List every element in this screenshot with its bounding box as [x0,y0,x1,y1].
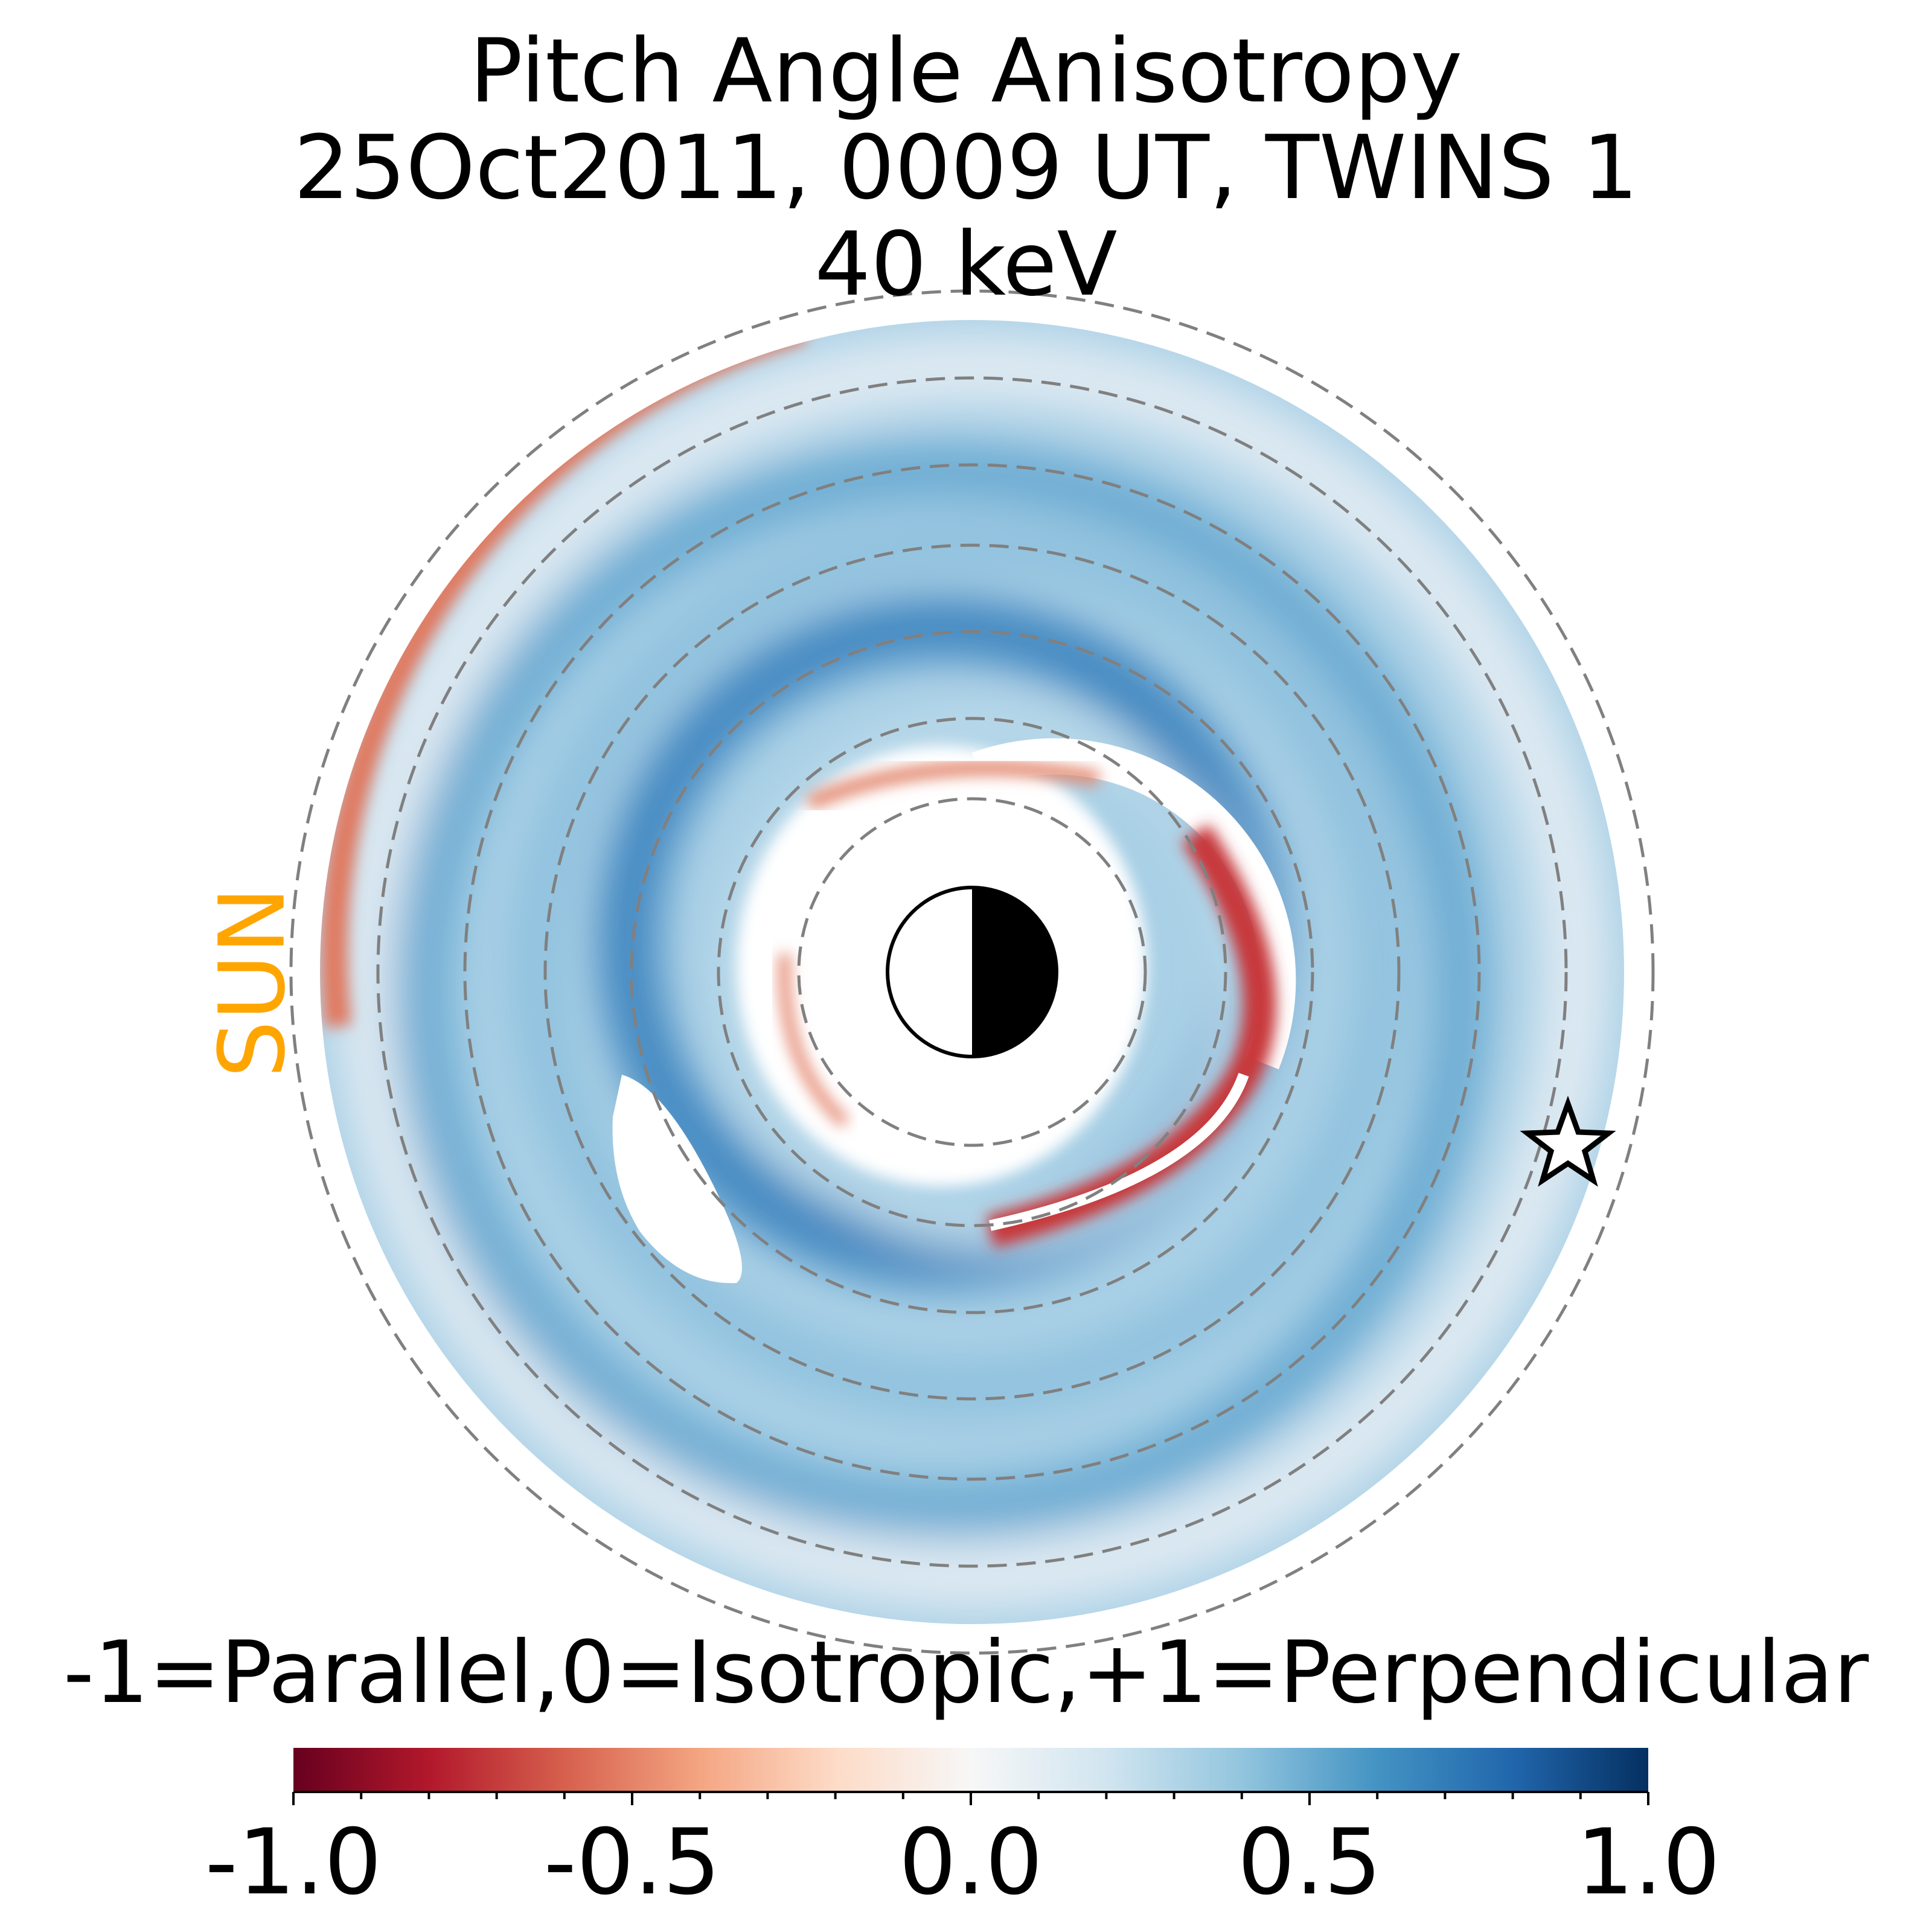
grid-circles [289,289,1655,1655]
spacecraft-star-icon [1520,1095,1616,1187]
title-line-2: 25Oct2011, 0009 UT, TWINS 1 [293,117,1639,219]
earth-icon [886,886,1058,1058]
colorbar [293,1748,1648,1792]
colorbar-tick-label: 1.0 [1576,1810,1721,1915]
colorbar-ticks [292,1792,1649,1805]
colorbar-tick-label: 0.0 [898,1810,1043,1915]
title-line-1: Pitch Angle Anisotropy [469,20,1463,123]
colorbar-tick-label: -0.5 [543,1810,721,1915]
colorbar-label: -1=Parallel,0=Isotropic,+1=Perpendicular [63,1623,1869,1722]
sun-direction-label: SUN [200,886,305,1078]
colorbar-tick-label: 0.5 [1237,1810,1382,1915]
title-line-3: 40 keV [814,213,1118,316]
no-data-region [612,1075,742,1284]
colorbar-tick-label: -1.0 [205,1810,382,1915]
